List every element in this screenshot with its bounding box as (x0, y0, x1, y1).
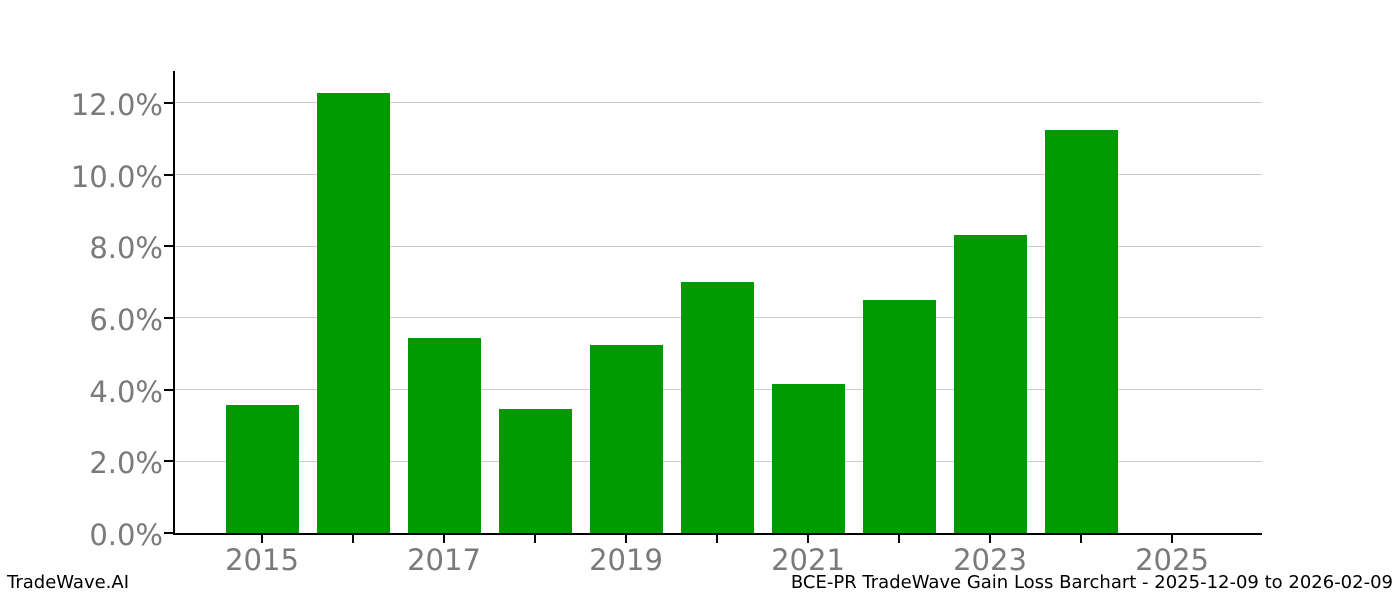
y-tick-label: 6.0% (89, 302, 163, 337)
x-tick-label: 2023 (953, 543, 1027, 577)
y-tick-0 (164, 532, 173, 534)
y-tick-label: 8.0% (89, 231, 163, 266)
brand-watermark: TradeWave.AI (7, 572, 130, 593)
x-tick-label: 2015 (225, 543, 299, 577)
gridline-8 (175, 245, 1262, 247)
y-tick-2 (164, 460, 173, 463)
bar-2022 (862, 300, 936, 533)
gridline-10 (175, 174, 1262, 176)
y-tick-label: 12.0% (70, 87, 163, 122)
y-tick-12 (164, 101, 173, 104)
y-tick-4 (164, 388, 173, 391)
x-tick-2023 (989, 535, 991, 543)
bar-2020 (680, 282, 754, 533)
bar-2021 (771, 384, 845, 533)
x-tick-label: 2021 (771, 543, 845, 577)
x-tick-2025 (1171, 535, 1173, 543)
x-tick-2015 (261, 535, 263, 543)
x-tick-2020 (716, 535, 718, 543)
y-tick-label: 2.0% (89, 446, 163, 481)
y-axis-spine (173, 71, 175, 535)
bar-2024 (1044, 130, 1118, 533)
x-tick-2018 (534, 535, 536, 543)
bar-2018 (498, 409, 572, 533)
y-tick-8 (164, 245, 173, 248)
bar-2019 (589, 345, 663, 533)
x-tick-label: 2025 (1135, 543, 1209, 577)
y-tick-label: 0.0% (89, 518, 163, 552)
y-tick-6 (164, 316, 173, 319)
x-tick-2019 (625, 535, 627, 543)
y-tick-label: 10.0% (70, 159, 163, 194)
x-tick-2021 (807, 535, 809, 543)
bar-2015 (225, 405, 299, 533)
y-tick-10 (164, 173, 173, 176)
bar-2017 (407, 338, 481, 533)
gridline-12 (175, 102, 1262, 104)
x-tick-2016 (352, 535, 354, 543)
x-tick-2022 (898, 535, 900, 543)
x-axis-spine (173, 533, 1262, 535)
plot-area: 0.0% 2.0% 4.0% 6.0% 8.0% 10.0% 12.0% 2015 2017 2… (71, 71, 1262, 575)
bar-2016 (316, 92, 390, 533)
bar-2023 (953, 235, 1027, 533)
y-tick-label: 4.0% (89, 374, 163, 409)
x-tick-2024 (1080, 535, 1082, 543)
x-tick-2017 (443, 535, 445, 543)
x-tick-label: 2019 (589, 543, 663, 577)
x-tick-label: 2017 (407, 543, 481, 577)
chart-caption: BCE-PR TradeWave Gain Loss Barchart - 20… (790, 572, 1393, 593)
